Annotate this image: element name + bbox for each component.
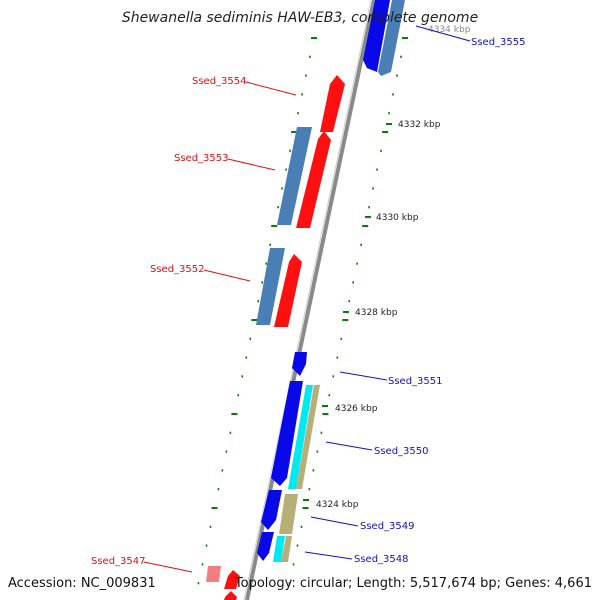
kbp-label-4326: 4326 kbp	[335, 404, 378, 414]
kbp-label-partial: 4334 kbp	[428, 25, 471, 35]
gene-group-top	[256, 0, 405, 327]
gene-ssed-3550-blue	[271, 381, 303, 486]
genome-backbone-highlight	[243, 0, 372, 600]
gene-label-ssed-3550: Ssed_3550	[374, 446, 429, 457]
gene-ssed-3548-khaki	[281, 536, 292, 562]
gene-ssed-3555-steel	[378, 0, 405, 76]
gene-label-ssed-3552: Ssed_3552	[150, 264, 205, 275]
gene-label-ssed-3547: Ssed_3547	[91, 556, 146, 567]
kbp-scale: 4332 kbp 4330 kbp 4328 kbp 4326 kbp 4324…	[303, 25, 471, 510]
genome-summary-text: Topology: circular; Length: 5,517,674 bp…	[234, 576, 592, 591]
gene-ssed-3550-khaki	[296, 385, 320, 489]
kbp-label-4332: 4332 kbp	[398, 120, 441, 130]
gene-ssed-3547-light	[206, 566, 221, 582]
gene-label-ssed-3554: Ssed_3554	[192, 76, 247, 87]
gene-label-ssed-3548: Ssed_3548	[354, 554, 409, 565]
gene-label-ssed-3549: Ssed_3549	[360, 521, 415, 532]
gene-ssed-3547-red-2	[224, 591, 237, 600]
gene-ssed-3548-blue	[257, 532, 274, 561]
gene-ssed-3548-cyan	[273, 536, 285, 562]
gene-ssed-3555-blue	[363, 0, 390, 72]
gene-ssed-3553-red	[296, 131, 331, 228]
gene-ssed-3554	[320, 75, 345, 132]
accession-text: Accession: NC_009831	[8, 576, 156, 591]
gene-ssed-3547-red	[224, 570, 240, 589]
gene-ssed-3550-cyan	[288, 385, 313, 489]
map-title: Shewanella sediminis HAW-EB3, complete g…	[122, 10, 478, 26]
gene-ssed-3552-red	[274, 254, 302, 327]
left-labels: Ssed_3554 Ssed_3553 Ssed_3552 Ssed_3547	[91, 76, 297, 573]
gene-label-ssed-3555: Ssed_3555	[471, 37, 526, 48]
gene-ssed-3549-khaki	[279, 494, 298, 534]
gene-group-bottom	[206, 352, 320, 600]
right-labels: Ssed_3555 Ssed_3551 Ssed_3550 Ssed_3549 …	[304, 25, 526, 565]
gene-ssed-3553-steel	[277, 127, 312, 225]
gene-ssed-3551	[292, 352, 307, 376]
kbp-label-4328: 4328 kbp	[355, 308, 398, 318]
kbp-label-4330: 4330 kbp	[376, 213, 419, 223]
gene-label-ssed-3551: Ssed_3551	[388, 376, 443, 387]
tick-marks	[197, 37, 408, 585]
gene-ssed-3549-blue	[261, 490, 282, 530]
gene-ssed-3552-steel	[256, 248, 285, 325]
kbp-label-4324: 4324 kbp	[316, 500, 359, 510]
gene-label-ssed-3553: Ssed_3553	[174, 153, 229, 164]
